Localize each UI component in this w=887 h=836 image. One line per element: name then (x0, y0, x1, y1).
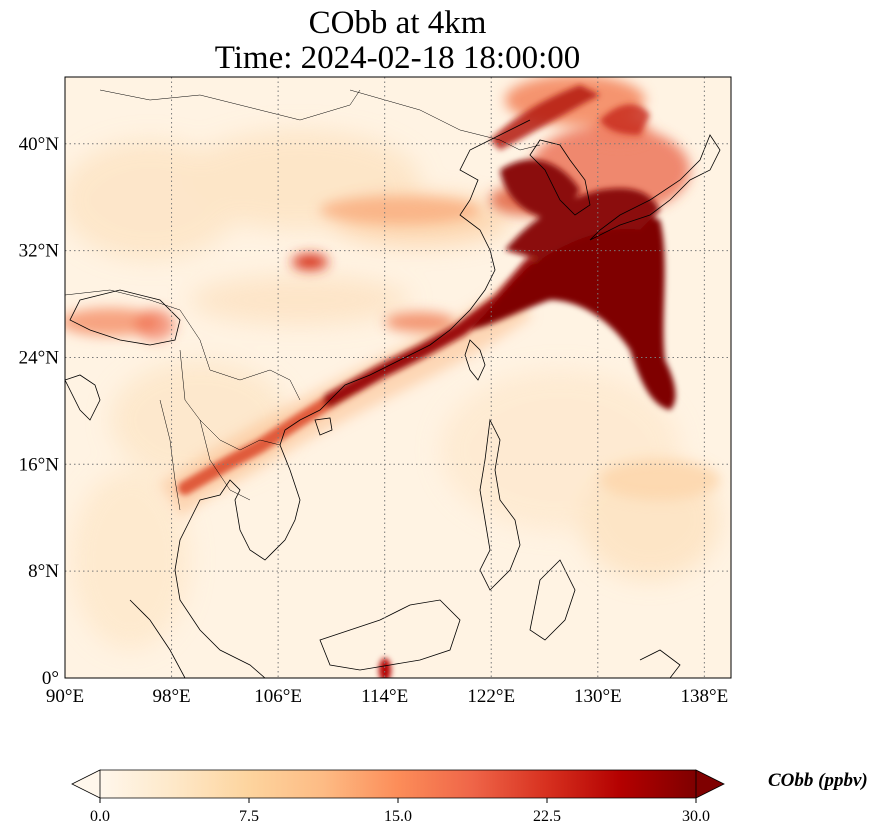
coastlines (65, 119, 721, 678)
colorbar-gradient (100, 770, 696, 798)
map-title-line2: Time: 2024-02-18 18:00:00 (214, 40, 581, 76)
colorbar-extend-max (695, 769, 725, 799)
longitude-tick-label: 138°E (681, 686, 729, 707)
longitude-tick-label: 106°E (254, 686, 302, 707)
colorbar-tick-label: 30.0 (682, 808, 710, 825)
latitude-tick-label: 32°N (19, 241, 60, 262)
country-borders (65, 89, 541, 511)
latitude-tick-label: 8°N (28, 561, 59, 582)
colorbar-tick-label: 15.0 (384, 808, 412, 825)
colorbar-ticks: 0.0 7.5 15.0 22.5 30.0 (90, 798, 710, 825)
latitude-tick-label: 0° (42, 668, 59, 689)
latitude-ticks: 0° 8°N 16°N 24°N 32°N 40°N (19, 134, 60, 689)
latitude-tick-label: 40°N (19, 134, 60, 155)
longitude-tick-label: 130°E (574, 686, 622, 707)
concentration-field (65, 77, 731, 678)
colorbar-tick-label: 7.5 (239, 808, 259, 825)
colorbar-tick-label: 0.0 (90, 808, 110, 825)
colorbar-tick-label: 22.5 (533, 808, 561, 825)
map-gridlines (64, 77, 731, 679)
colorbar: 0.0 7.5 15.0 22.5 30.0 (71, 769, 725, 825)
latitude-tick-label: 24°N (19, 347, 60, 368)
map-title-line1: CObb at 4km (308, 5, 487, 41)
longitude-tick-label: 98°E (152, 686, 190, 707)
longitude-ticks: 90°E 98°E 106°E 114°E 122°E 130°E 138°E (46, 686, 728, 707)
latitude-tick-label: 16°N (19, 454, 60, 475)
colorbar-title: CObb (ppbv) (768, 770, 868, 791)
longitude-tick-label: 90°E (46, 686, 84, 707)
longitude-tick-label: 114°E (361, 686, 408, 707)
map-frame (64, 76, 732, 679)
longitude-tick-label: 122°E (467, 686, 515, 707)
colorbar-extend-min (71, 769, 101, 799)
